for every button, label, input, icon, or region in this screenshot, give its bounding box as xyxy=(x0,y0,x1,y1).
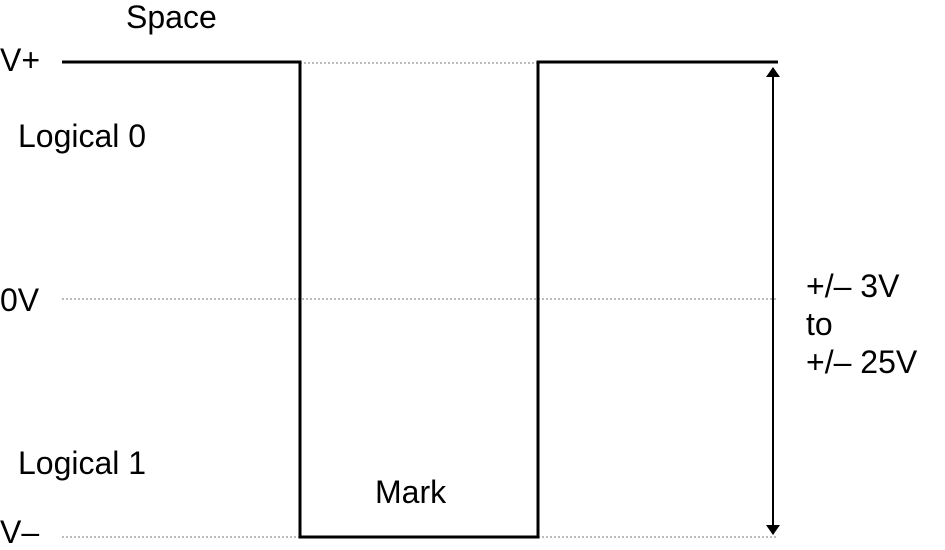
v-plus-label: V+ xyxy=(0,42,41,78)
voltage-range-line-3: +/– 25V xyxy=(806,343,918,380)
v-minus-label: V– xyxy=(0,514,40,550)
space-label: Space xyxy=(126,0,217,35)
voltage-range-line-1: +/– 3V xyxy=(806,268,900,304)
zero-volt-label: 0V xyxy=(0,282,40,318)
voltage-range-label: +/– 3V to +/– 25V xyxy=(806,268,917,381)
logical-0-label: Logical 0 xyxy=(18,118,147,154)
mark-label: Mark xyxy=(375,474,447,510)
voltage-range-line-2: to xyxy=(806,305,833,342)
signal-waveform xyxy=(62,60,778,539)
logical-1-label: Logical 1 xyxy=(18,445,147,481)
